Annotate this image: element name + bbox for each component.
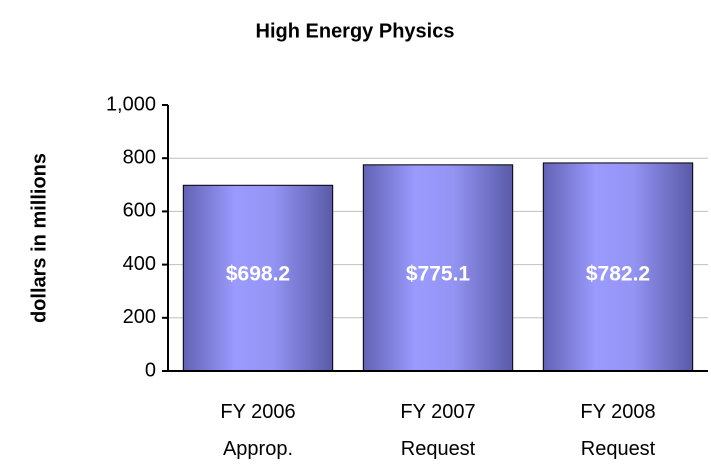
data-label: $698.2 <box>226 263 290 286</box>
chart-title: High Energy Physics <box>256 20 455 42</box>
y-tick-label: 200 <box>123 306 156 328</box>
x-tick-label: FY 2007 Request <box>400 401 475 460</box>
y-tick-label: 800 <box>123 146 156 168</box>
y-tick-label: 400 <box>123 253 156 275</box>
bar <box>182 184 334 372</box>
y-axis-label: dollars in millions <box>28 153 50 323</box>
bar <box>542 162 694 372</box>
data-label: $782.2 <box>586 263 650 286</box>
y-tick-label: 600 <box>123 200 156 222</box>
data-label: $775.1 <box>406 263 471 286</box>
bar <box>362 164 514 372</box>
x-tick-label: FY 2006 Approp. <box>220 401 295 460</box>
y-tick-label: 1,000 <box>106 93 156 115</box>
x-tick-label: FY 2008 Request <box>580 401 655 460</box>
y-tick-label: 0 <box>145 359 156 381</box>
